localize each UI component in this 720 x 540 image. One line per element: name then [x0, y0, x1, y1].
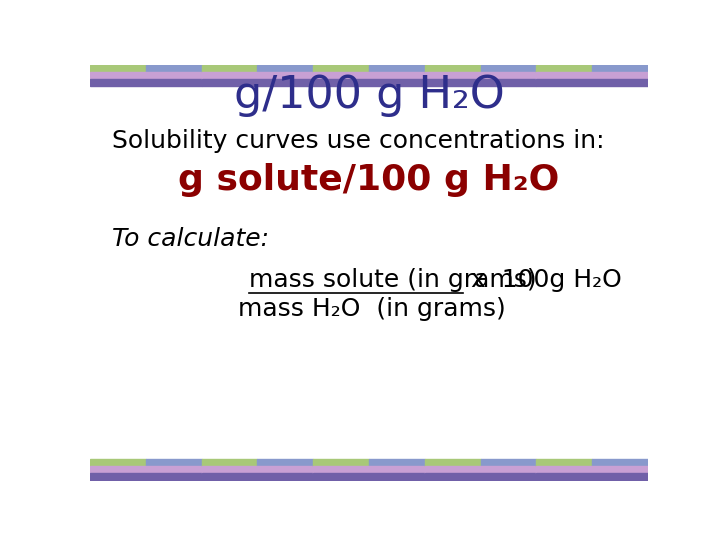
Bar — [536, 72, 648, 79]
Bar — [425, 466, 536, 474]
Bar — [536, 79, 648, 86]
Bar — [593, 65, 648, 72]
Bar — [313, 65, 369, 72]
Bar — [536, 459, 593, 466]
Text: x  100g H₂O: x 100g H₂O — [463, 268, 621, 292]
Bar — [313, 474, 425, 481]
Bar — [90, 72, 202, 79]
Bar — [425, 79, 536, 86]
Bar — [313, 72, 425, 79]
Bar — [313, 79, 425, 86]
Bar — [90, 65, 145, 72]
Bar — [481, 459, 536, 466]
Bar — [90, 79, 202, 86]
Bar — [258, 65, 313, 72]
Bar — [369, 65, 425, 72]
Bar — [425, 72, 536, 79]
Bar — [145, 459, 202, 466]
Bar — [202, 65, 258, 72]
Bar — [313, 459, 369, 466]
Bar — [536, 65, 593, 72]
Bar — [425, 459, 481, 466]
Bar — [536, 474, 648, 481]
Bar — [145, 65, 202, 72]
Bar — [313, 466, 425, 474]
Bar — [369, 459, 425, 466]
Bar — [202, 459, 258, 466]
Text: mass H₂O  (in grams): mass H₂O (in grams) — [238, 298, 505, 321]
Bar — [202, 474, 313, 481]
Text: To calculate:: To calculate: — [112, 227, 269, 251]
Bar — [536, 466, 648, 474]
Text: g solute/100 g H₂O: g solute/100 g H₂O — [179, 163, 559, 197]
Bar — [481, 65, 536, 72]
Bar — [90, 466, 202, 474]
Bar — [258, 459, 313, 466]
Bar — [425, 65, 481, 72]
Bar — [90, 459, 145, 466]
Bar — [202, 79, 313, 86]
Text: g/100 g H₂O: g/100 g H₂O — [233, 75, 505, 118]
Bar — [425, 474, 536, 481]
Text: Solubility curves use concentrations in:: Solubility curves use concentrations in: — [112, 129, 605, 153]
Text: mass solute (in grams): mass solute (in grams) — [249, 268, 536, 292]
Bar — [202, 466, 313, 474]
Bar — [202, 72, 313, 79]
Bar — [90, 474, 202, 481]
Bar — [593, 459, 648, 466]
